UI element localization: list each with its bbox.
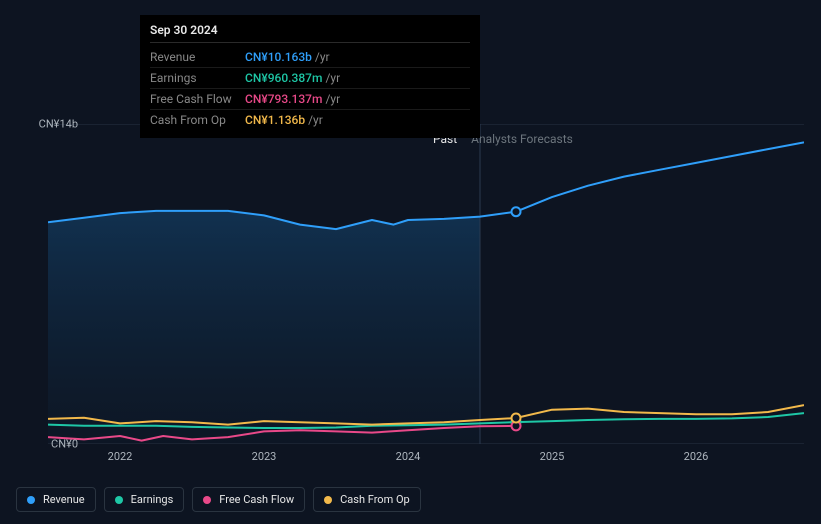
x-axis-tick: 2022	[108, 450, 133, 463]
legend-dot-icon	[203, 496, 211, 504]
tooltip-date: Sep 30 2024	[150, 23, 470, 43]
tooltip-row-label: Revenue	[150, 50, 245, 64]
legend-item[interactable]: Revenue	[16, 487, 96, 512]
tooltip-row-label: Cash From Op	[150, 113, 245, 127]
legend-label: Revenue	[43, 493, 85, 506]
tooltip-row: Free Cash FlowCN¥793.137m/yr	[150, 89, 470, 110]
legend-label: Earnings	[131, 493, 174, 506]
tooltip-row-unit: /yr	[325, 92, 340, 106]
tooltip-row: RevenueCN¥10.163b/yr	[150, 47, 470, 68]
legend-dot-icon	[115, 496, 123, 504]
tooltip-row-value: CN¥960.387m	[245, 71, 322, 85]
x-axis-tick: 2023	[252, 450, 277, 463]
legend-dot-icon	[27, 496, 35, 504]
legend-item[interactable]: Cash From Op	[313, 487, 421, 512]
zone-label-forecast: Analysts Forecasts	[471, 132, 573, 146]
tooltip-row-label: Earnings	[150, 71, 245, 85]
plot-area[interactable]: CN¥14bCN¥0 Past Analysts Forecasts	[48, 124, 804, 444]
tooltip-row-value: CN¥793.137m	[245, 92, 322, 106]
legend-item[interactable]: Free Cash Flow	[192, 487, 305, 512]
tooltip-row-value: CN¥10.163b	[245, 50, 312, 64]
tooltip-row-value: CN¥1.136b	[245, 113, 305, 127]
legend-item[interactable]: Earnings	[104, 487, 185, 512]
legend-dot-icon	[324, 496, 332, 504]
tooltip-row-unit: /yr	[325, 71, 340, 85]
tooltip-row: EarningsCN¥960.387m/yr	[150, 68, 470, 89]
legend-label: Cash From Op	[340, 493, 410, 506]
tooltip-row-unit: /yr	[315, 50, 330, 64]
y-axis-label: CN¥14b	[39, 118, 78, 131]
tooltip-row-unit: /yr	[308, 113, 323, 127]
chart-tooltip: Sep 30 2024 RevenueCN¥10.163b/yrEarnings…	[140, 15, 480, 138]
tooltip-row-label: Free Cash Flow	[150, 92, 245, 106]
x-axis-tick: 2024	[396, 450, 421, 463]
tooltip-row: Cash From OpCN¥1.136b/yr	[150, 110, 470, 130]
chart-area: CN¥14bCN¥0 Past Analysts Forecasts 20222…	[16, 124, 804, 464]
legend-label: Free Cash Flow	[219, 493, 294, 506]
x-axis-tick: 2025	[540, 450, 565, 463]
x-axis-tick: 2026	[684, 450, 709, 463]
chart-legend: Revenue Earnings Free Cash Flow Cash From O…	[16, 487, 421, 512]
x-axis: 2022 2023 2024 2025 2026	[48, 444, 804, 464]
